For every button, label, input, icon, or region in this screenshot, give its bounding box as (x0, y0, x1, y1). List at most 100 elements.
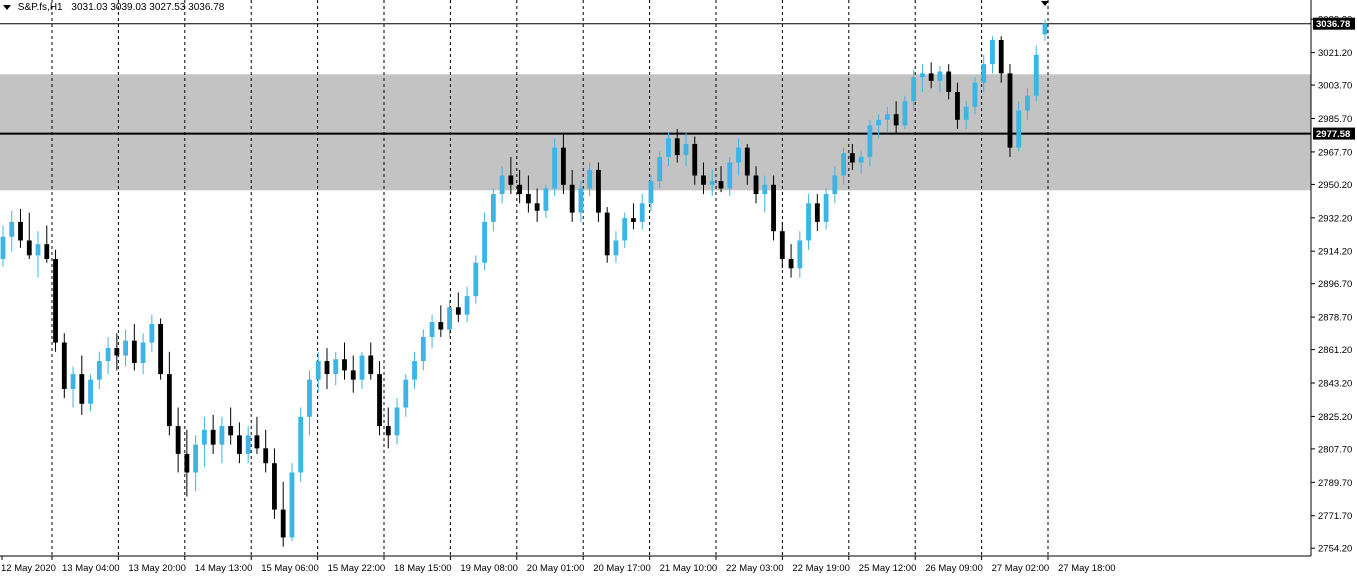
candle-bear (517, 184, 523, 195)
candle-bull (762, 184, 768, 195)
current-price-label: 3036.78 (1316, 19, 1350, 30)
candle-bull (613, 240, 619, 256)
x-tick-label: 21 May 10:00 (660, 563, 718, 574)
candle-bull (0, 236, 6, 260)
candle-bull (482, 221, 488, 263)
ohlc-label: 3031.03 3039.03 3027.53 3036.78 (71, 2, 225, 13)
candle-bull (552, 147, 558, 189)
candle-bear (254, 435, 260, 449)
candle-bull (937, 71, 943, 81)
candle-bear (788, 259, 794, 269)
candle-bull (307, 379, 312, 417)
candle-bull (201, 429, 207, 445)
x-tick-label: 20 May 17:00 (593, 563, 651, 574)
candle-bear (560, 147, 566, 185)
candle-bear (569, 184, 575, 213)
candle-bull (333, 359, 339, 375)
current-price-tag (1313, 17, 1355, 30)
candle-bull (1042, 23, 1048, 35)
candle-bear (342, 359, 347, 371)
y-tick-label: 2843.20 (1318, 379, 1352, 390)
candle-bear (893, 114, 899, 126)
candle-bull (412, 361, 417, 380)
candle-bear (263, 448, 269, 464)
y-tick-label: 2967.70 (1318, 147, 1352, 158)
candle-bull (683, 143, 689, 156)
candle-bull (9, 221, 15, 237)
candle-bull (657, 156, 663, 182)
candle-bull (920, 73, 925, 78)
candle-bull (823, 194, 829, 222)
x-tick-label: 15 May 22:00 (328, 563, 386, 574)
y-tick-label: 2878.70 (1318, 313, 1352, 324)
x-tick-label: 22 May 03:00 (726, 563, 784, 574)
candle-bear (604, 212, 610, 256)
x-tick-label: 15 May 06:00 (261, 563, 319, 574)
candle-bear (280, 509, 286, 538)
y-tick-label: 2825.20 (1318, 412, 1352, 423)
chart-menu-triangle-icon[interactable] (3, 4, 11, 10)
candle-bull (990, 39, 995, 65)
y-tick-label: 2985.70 (1318, 114, 1352, 125)
candle-bear (184, 453, 190, 473)
candle-bull (447, 307, 452, 330)
candle-bear (508, 175, 514, 185)
candle-bear (701, 175, 706, 185)
candle-bull (315, 361, 321, 380)
candle-bull (727, 162, 733, 189)
candle-bull (858, 156, 864, 163)
candles-layer (0, 19, 1048, 547)
y-tick-label: 2932.20 (1318, 213, 1352, 224)
candle-bear (272, 463, 277, 510)
y-tick-label: 2861.20 (1318, 345, 1352, 356)
y-tick-label: 2807.70 (1318, 444, 1352, 455)
candle-bull (140, 342, 146, 363)
horizontal-lines-layer (0, 23, 1311, 135)
candle-bear (596, 169, 601, 213)
candle-bull (981, 64, 987, 83)
candle-bull (245, 435, 251, 454)
x-tick-label: 12 May 2020 (1, 563, 56, 574)
candle-bear (525, 194, 531, 204)
candle-bear (849, 153, 855, 163)
candle-bear (377, 374, 382, 427)
candle-bull (420, 336, 426, 362)
candle-bull (797, 240, 803, 269)
candle-bull (219, 426, 225, 445)
candle-bear (928, 73, 934, 81)
candle-bull (394, 407, 400, 436)
candle-bull (289, 472, 295, 538)
horizontal-level-tag (1313, 127, 1355, 140)
candle-bull (648, 181, 654, 204)
candle-bear (946, 71, 952, 92)
y-tick-label: 2950.20 (1318, 180, 1352, 191)
candle-bear (385, 426, 391, 436)
x-tick-label: 22 May 19:00 (792, 563, 850, 574)
candle-bear (53, 259, 58, 343)
candle-bear (350, 370, 356, 380)
candle-bear (1007, 73, 1013, 148)
candle-bear (26, 240, 32, 256)
candle-bull (193, 444, 199, 473)
chart-shift-marker-icon (1041, 1, 1049, 6)
candle-bull (429, 322, 435, 337)
candle-bear (175, 426, 181, 454)
candle-bull (736, 147, 741, 163)
candle-bear (44, 244, 50, 260)
y-tick-label: 2789.70 (1318, 478, 1352, 489)
candle-bear (771, 184, 776, 232)
candle-bull (972, 82, 978, 107)
candle-bear (166, 374, 172, 427)
candle-bear (61, 342, 67, 389)
candle-bear (158, 323, 164, 375)
candle-bull (88, 379, 93, 404)
candle-bear (368, 355, 374, 375)
candle-bear (438, 322, 444, 330)
candle-bull (578, 188, 584, 213)
candle-bear (718, 181, 724, 189)
candle-bull (911, 77, 917, 102)
x-tick-label: 14 May 13:00 (195, 563, 253, 574)
candle-bear (18, 221, 23, 241)
y-tick-label: 2896.70 (1318, 279, 1352, 290)
